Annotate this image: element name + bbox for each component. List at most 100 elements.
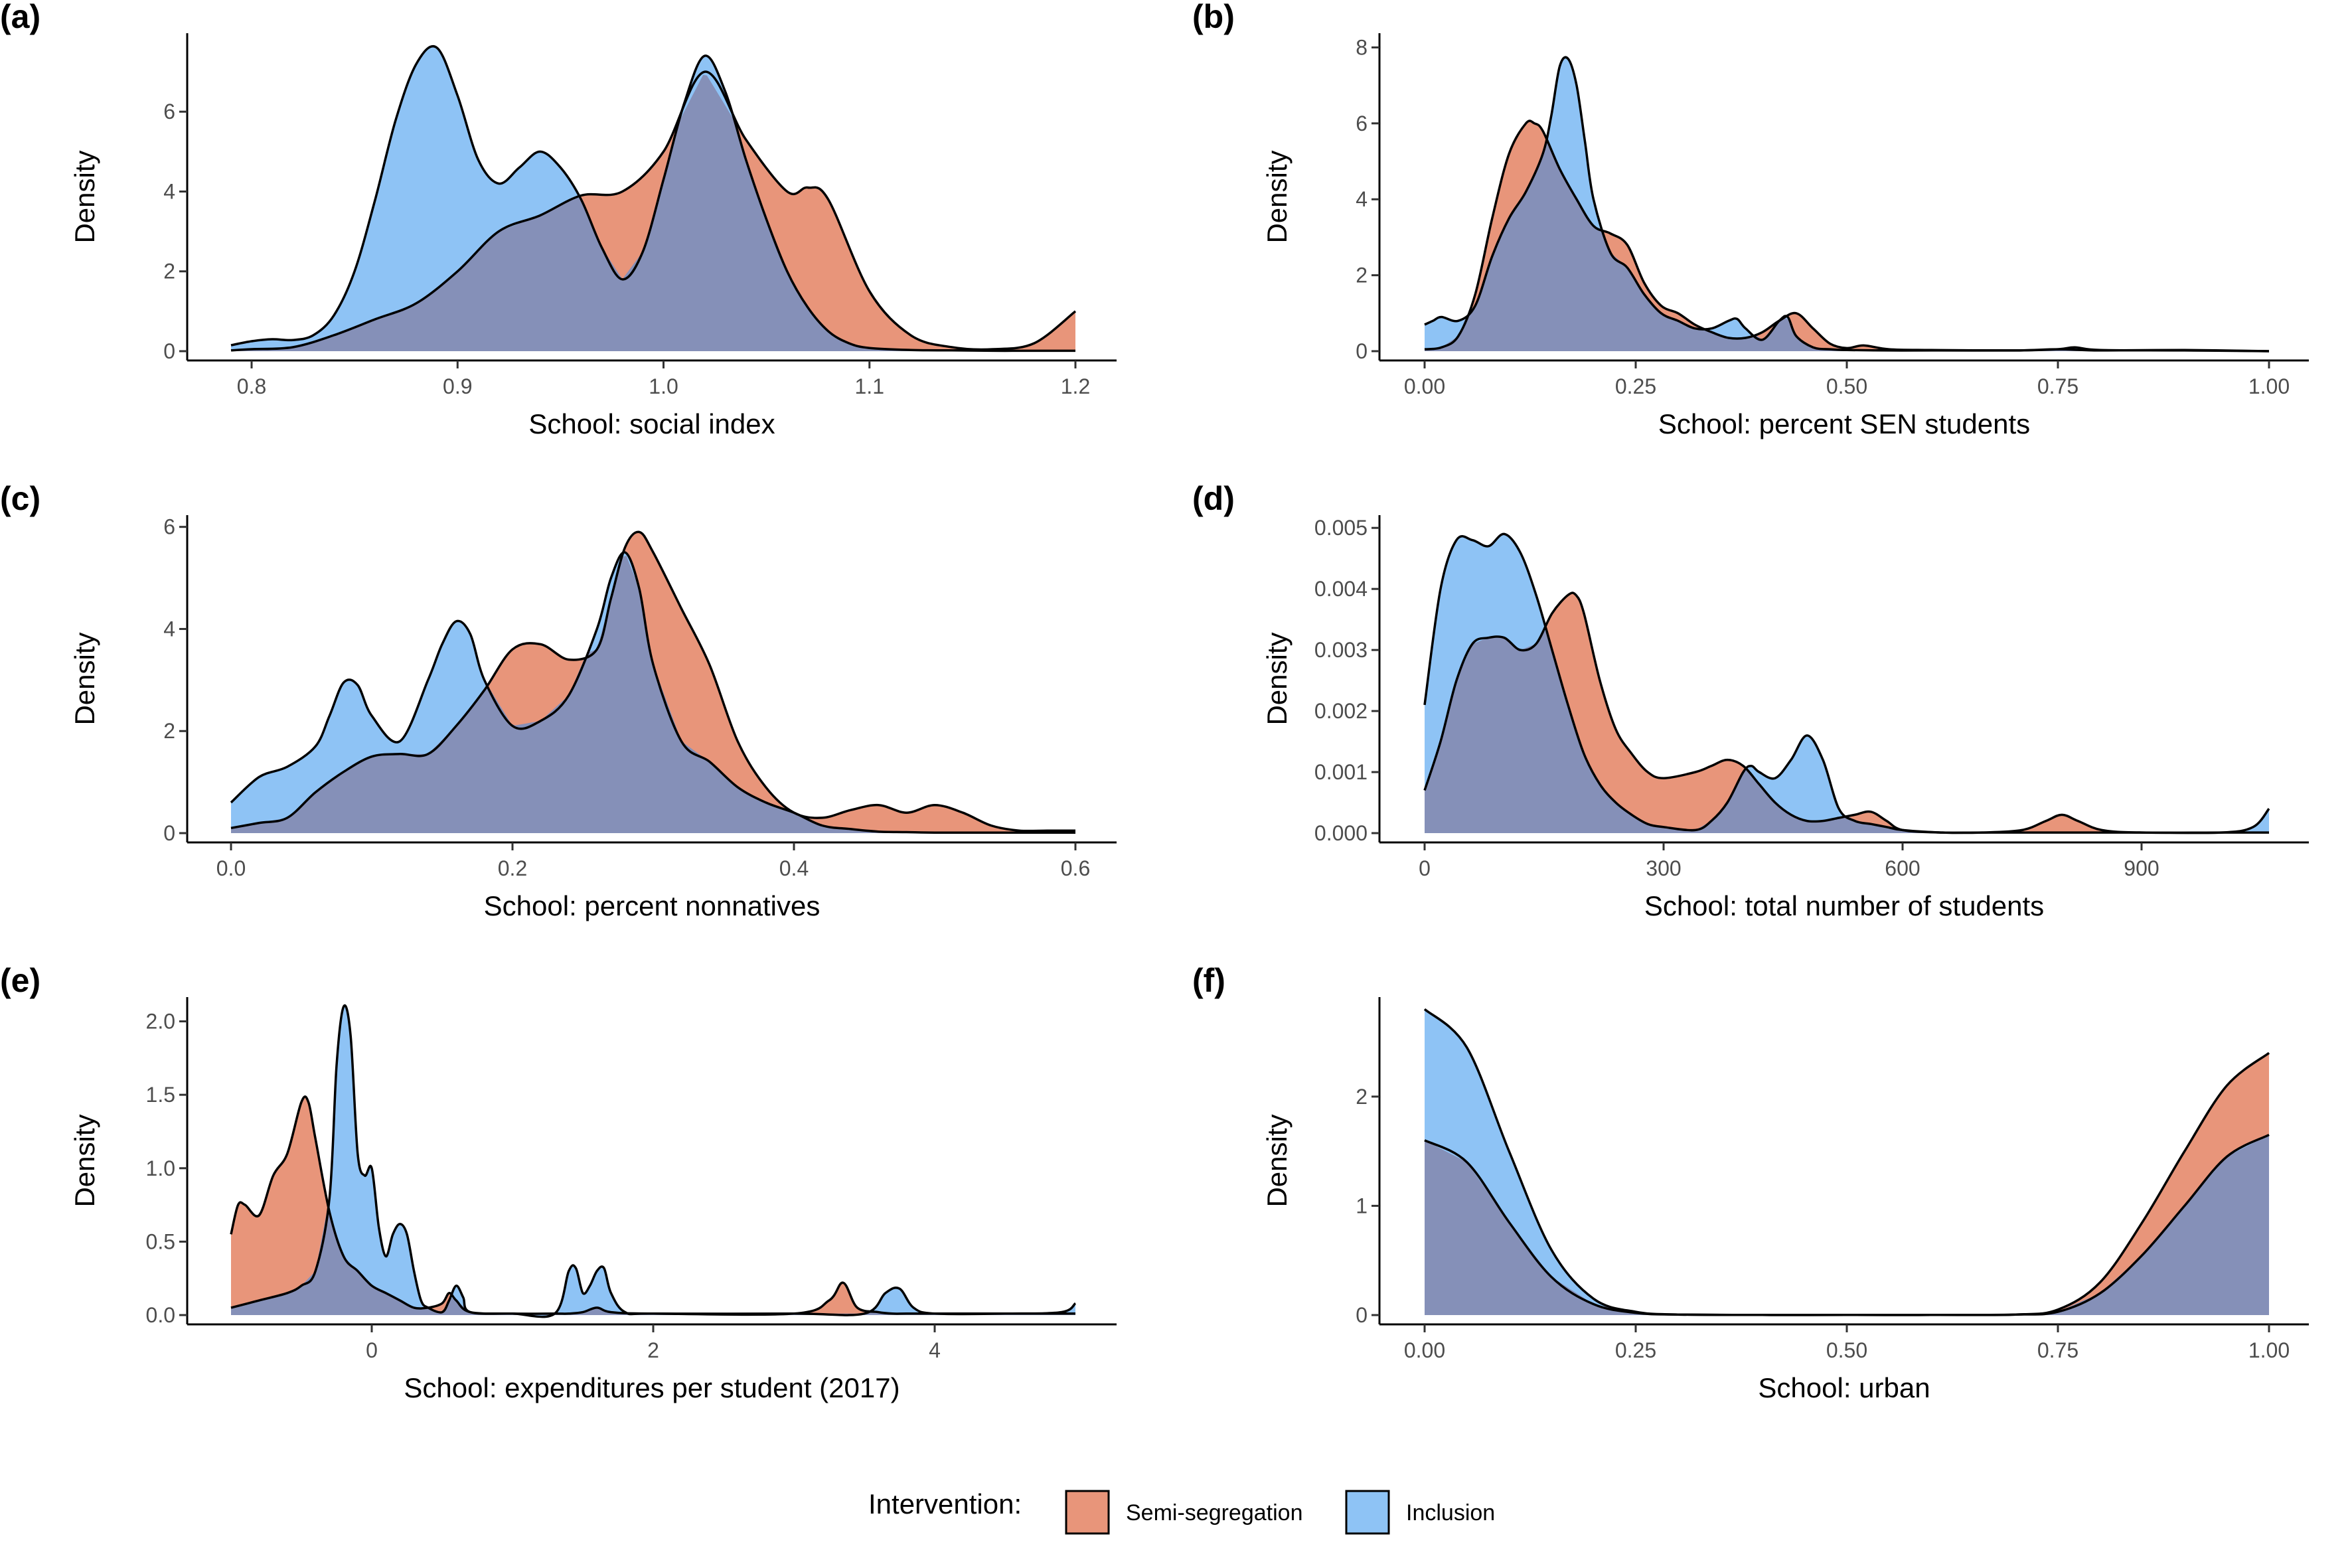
legend-title: Intervention: — [868, 1488, 1022, 1520]
overlap-area — [1425, 1135, 2269, 1315]
legend: Intervention: Semi-segregation Inclusion — [868, 1488, 1495, 1535]
overlap-area — [231, 74, 1075, 351]
panel-letter: (e) — [0, 962, 40, 999]
x-tick-label: 4 — [929, 1338, 941, 1362]
panel-f: (f) 0.00 0.25 0.50 0.75 1.00 0 1 2 School: urban D… — [1192, 962, 2309, 1403]
y-tick-label: 6 — [1356, 112, 1368, 135]
y-tick-label: 0.002 — [1314, 699, 1368, 723]
x-axis-title: School: total number of students — [1644, 890, 2044, 921]
x-tick-label: 1.00 — [2248, 1338, 2290, 1362]
panel-letter: (b) — [1192, 0, 1235, 35]
y-axis-title: Density — [69, 632, 100, 725]
y-tick-label: 0 — [163, 821, 175, 845]
y-tick-label: 0.5 — [146, 1229, 175, 1253]
y-tick-label: 0.001 — [1314, 760, 1368, 784]
overlap-area — [231, 1211, 1075, 1315]
panel-letter: (c) — [0, 480, 40, 517]
density-line-inclusion — [1424, 56, 2270, 353]
x-tick-label: 0.75 — [2037, 374, 2078, 398]
x-tick-label: 0.25 — [1615, 1338, 1656, 1362]
overlap-area — [1425, 141, 2269, 351]
x-tick-label: 2 — [647, 1338, 659, 1362]
y-tick-label: 1.0 — [146, 1156, 175, 1180]
panel-letter: (d) — [1192, 480, 1235, 517]
x-tick-label: 0.2 — [498, 856, 527, 880]
x-tick-label: 0.50 — [1826, 1338, 1867, 1362]
y-tick-label: 6 — [163, 100, 175, 123]
y-axis-title: Density — [1261, 632, 1293, 725]
y-axis-title: Density — [1261, 1114, 1293, 1207]
x-tick-label: 0.00 — [1404, 374, 1445, 398]
panel-c: (c) 0.0 0.2 0.4 0.6 0 2 4 6 School: percent nonna… — [0, 480, 1117, 921]
x-tick-label: 1.1 — [855, 374, 884, 398]
panel-e: (e) 0 2 4 0.0 0.5 1.0 1.5 2.0 School: expenditure… — [0, 962, 1117, 1403]
density-line-inclusion — [230, 45, 1075, 353]
x-tick-label: 1.2 — [1061, 374, 1090, 398]
x-tick-label: 900 — [2124, 856, 2159, 880]
x-tick-label: 0 — [366, 1338, 378, 1362]
y-tick-label: 0.005 — [1314, 516, 1368, 540]
panel-a: (a) 0.8 0.9 1.0 1.1 1.2 0 2 4 6 School: social ind… — [0, 0, 1117, 439]
y-tick-label: 1 — [1356, 1194, 1368, 1217]
density-area-semi-segregation — [1425, 592, 2269, 833]
y-tick-label: 8 — [1356, 35, 1368, 59]
y-tick-label: 2 — [163, 260, 175, 283]
y-tick-label: 2 — [1356, 264, 1368, 287]
overlap-area — [231, 556, 1075, 833]
x-tick-label: 0.8 — [237, 374, 266, 398]
y-tick-label: 0 — [163, 339, 175, 363]
x-axis-title: School: percent SEN students — [1658, 408, 2030, 439]
x-axis-title: School: expenditures per student (2017) — [404, 1372, 900, 1403]
x-tick-label: 0.00 — [1404, 1338, 1445, 1362]
density-area-inclusion — [231, 46, 1075, 351]
y-tick-label: 0.0 — [146, 1303, 175, 1327]
x-axis-title: School: percent nonnatives — [484, 890, 821, 921]
y-axis-title: Density — [69, 1114, 100, 1207]
y-tick-label: 0 — [1356, 339, 1368, 363]
density-area-semi-segregation — [231, 72, 1075, 351]
overlap-area — [1425, 629, 2269, 833]
y-tick-label: 4 — [163, 617, 175, 641]
x-tick-label: 300 — [1646, 856, 1681, 880]
panel-letter: (a) — [0, 0, 40, 35]
x-tick-label: 0.25 — [1615, 374, 1656, 398]
legend-label-inclusion: Inclusion — [1406, 1500, 1495, 1526]
x-tick-label: 0.9 — [443, 374, 472, 398]
x-tick-label: 0.50 — [1826, 374, 1867, 398]
panel-letter: (f) — [1192, 962, 1225, 999]
panel-b: (b) 0.00 0.25 0.50 0.75 1.00 0 2 4 6 8 School: perc… — [1192, 0, 2309, 439]
y-tick-label: 6 — [163, 515, 175, 539]
density-line-inclusion — [1423, 1008, 2270, 1316]
x-tick-label: 1.0 — [649, 374, 678, 398]
y-tick-label: 1.5 — [146, 1083, 175, 1107]
x-tick-label: 0 — [1419, 856, 1431, 880]
legend-swatch-semi-segregation — [1065, 1490, 1110, 1535]
density-line-semi-segregation — [230, 530, 1075, 832]
x-axis-title: School: urban — [1758, 1372, 1930, 1403]
y-tick-label: 4 — [163, 179, 175, 203]
y-axis-title: Density — [1261, 150, 1293, 243]
density-line-semi-segregation — [1423, 591, 2269, 834]
y-tick-label: 0.003 — [1314, 638, 1368, 662]
panel-d: (d) 0 300 600 900 0.000 0.001 0.002 0.003 0.004 0.… — [1192, 480, 2309, 921]
x-axis-title: School: social index — [528, 408, 775, 439]
x-tick-label: 600 — [1885, 856, 1920, 880]
x-tick-label: 0.4 — [779, 856, 809, 880]
y-tick-label: 4 — [1356, 187, 1368, 211]
density-line-inclusion — [230, 1004, 1077, 1318]
x-tick-label: 1.00 — [2248, 374, 2290, 398]
panels: (a) 0.8 0.9 1.0 1.1 1.2 0 2 4 6 School: social ind… — [0, 0, 2309, 1403]
y-tick-label: 0 — [1356, 1303, 1368, 1327]
legend-label-semi-segregation: Semi-segregation — [1126, 1500, 1302, 1526]
density-line-inclusion — [1423, 532, 2270, 834]
x-tick-label: 0.0 — [216, 856, 246, 880]
x-tick-label: 0.6 — [1061, 856, 1090, 880]
legend-swatch-inclusion — [1345, 1490, 1390, 1535]
y-tick-label: 0.000 — [1314, 821, 1368, 845]
density-line-inclusion — [230, 551, 1075, 834]
x-tick-label: 0.75 — [2037, 1338, 2078, 1362]
y-tick-label: 2 — [1356, 1085, 1368, 1109]
y-tick-label: 0.004 — [1314, 577, 1368, 601]
y-tick-label: 2.0 — [146, 1010, 175, 1034]
